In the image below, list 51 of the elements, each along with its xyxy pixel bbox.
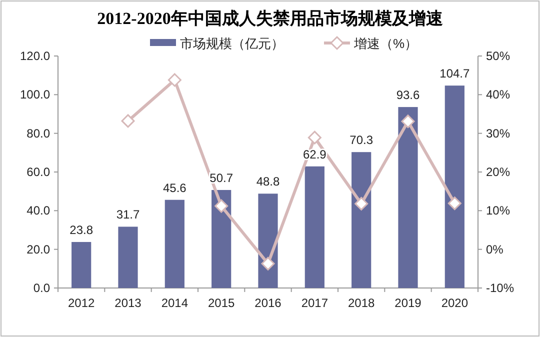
legend-label: 增速（%） [353, 36, 418, 51]
x-tick-label: 2014 [161, 296, 188, 310]
y2-tick-label: 50% [486, 49, 510, 63]
y-tick-label: 0.0 [33, 281, 50, 295]
y2-tick-label: -10% [486, 281, 514, 295]
data-label: 48.8 [256, 174, 280, 189]
x-tick-label: 2017 [301, 296, 328, 310]
bar [444, 86, 464, 288]
bar [212, 190, 232, 288]
y2-tick-label: 40% [486, 88, 510, 102]
point [261, 256, 275, 270]
legend-label: 市场规模（亿元） [180, 36, 284, 51]
bar [164, 200, 184, 288]
x-tick-label: 2013 [114, 296, 142, 310]
bar [352, 152, 372, 288]
point [214, 199, 228, 213]
point [448, 196, 462, 210]
chart-title: 2012-2020年中国成人失禁用品市场规模及增速 [97, 9, 443, 28]
x-tick-label: 2012 [68, 296, 96, 310]
data-label: 70.3 [350, 133, 374, 148]
y-tick-label: 120.0 [20, 49, 50, 63]
x-tick-label: 2015 [208, 296, 236, 310]
data-label: 45.6 [162, 180, 187, 195]
data-label: 50.7 [210, 170, 234, 185]
y-tick-label: 40.0 [26, 204, 50, 218]
x-tick-label: 2020 [441, 296, 468, 310]
data-label: 23.8 [70, 222, 94, 237]
y-tick-label: 20.0 [26, 242, 50, 256]
point [401, 114, 415, 128]
bar [398, 107, 418, 288]
data-label: 104.7 [440, 66, 470, 81]
bar [72, 242, 92, 288]
data-label: 93.6 [396, 88, 420, 102]
x-tick-label: 2018 [348, 296, 376, 310]
y2-tick-label: 0% [486, 242, 504, 256]
data-label: 62.9 [302, 147, 327, 162]
point [121, 114, 135, 128]
point [168, 73, 182, 87]
y2-tick-label: 10% [486, 204, 510, 218]
y-tick-label: 60.0 [26, 165, 50, 179]
point [308, 130, 322, 144]
x-tick-label: 2016 [254, 296, 282, 310]
y-tick-label: 80.0 [26, 126, 50, 140]
y2-tick-label: 20% [486, 165, 510, 179]
x-tick-label: 2019 [394, 296, 422, 310]
y2-tick-label: 30% [486, 126, 510, 140]
bar [118, 226, 138, 288]
data-label: 31.7 [116, 208, 140, 222]
point [354, 196, 368, 210]
y-tick-label: 100.0 [20, 88, 50, 102]
bar [304, 166, 324, 288]
